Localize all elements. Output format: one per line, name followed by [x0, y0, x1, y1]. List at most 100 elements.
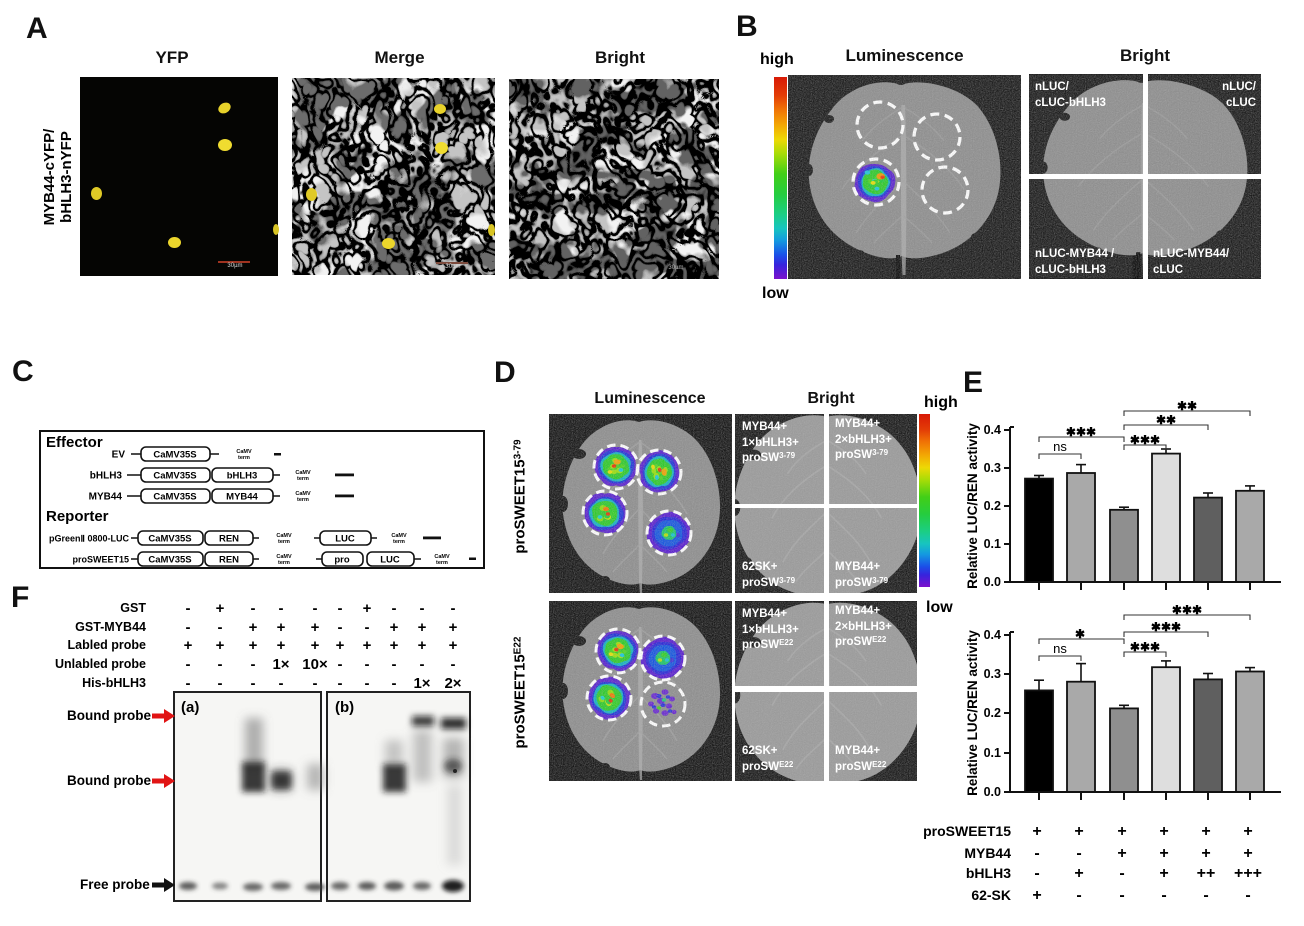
svg-text:0.1: 0.1	[984, 746, 1001, 760]
svg-text:proSWEET15: proSWEET15	[923, 823, 1011, 839]
svg-text:+: +	[1117, 823, 1126, 840]
svg-text:✱✱✱: ✱✱✱	[1066, 425, 1096, 439]
svg-text:+: +	[249, 619, 258, 636]
svg-text:+: +	[363, 637, 372, 654]
svg-text:term: term	[436, 560, 448, 566]
svg-text:62-SK: 62-SK	[971, 887, 1011, 903]
svg-text:-: -	[1034, 865, 1039, 882]
svg-text:Relative LUC/REN activity: Relative LUC/REN activity	[965, 630, 980, 796]
svg-text:+: +	[449, 637, 458, 654]
svg-text:+: +	[1159, 823, 1168, 840]
svg-text:-: -	[392, 656, 397, 673]
svg-text:-: -	[420, 600, 425, 617]
svg-text:MYB44: MYB44	[964, 845, 1011, 861]
svg-text:term: term	[393, 539, 405, 545]
svg-text:+: +	[277, 637, 286, 654]
svg-text:-: -	[1245, 887, 1250, 904]
svg-text:-: -	[218, 656, 223, 673]
svg-text:+: +	[277, 619, 286, 636]
svg-text:+: +	[363, 600, 372, 617]
svg-text:-: -	[1161, 887, 1166, 904]
svg-text:CaMV: CaMV	[295, 491, 311, 497]
svg-text:0.0: 0.0	[984, 575, 1001, 589]
svg-text:0.4: 0.4	[984, 628, 1001, 642]
svg-text:bHLH3: bHLH3	[227, 471, 258, 482]
svg-text:-: -	[1203, 887, 1208, 904]
svg-text:REN: REN	[219, 555, 239, 566]
svg-text:0.3: 0.3	[984, 667, 1001, 681]
svg-text:Unlabled probe: Unlabled probe	[55, 657, 146, 671]
svg-text:EV: EV	[112, 450, 126, 461]
svg-text:term: term	[238, 455, 250, 461]
svg-text:CaMV: CaMV	[276, 533, 292, 539]
svg-text:-: -	[451, 600, 456, 617]
svg-text:CaMV35S: CaMV35S	[153, 471, 196, 482]
svg-text:+: +	[1159, 865, 1168, 882]
svg-text:CaMV: CaMV	[434, 554, 450, 560]
svg-text:+: +	[216, 637, 225, 654]
svg-text:Effector: Effector	[46, 434, 103, 451]
svg-text:-: -	[365, 675, 370, 692]
svg-text:CaMV35S: CaMV35S	[148, 534, 191, 545]
svg-text:ns: ns	[1053, 439, 1067, 454]
svg-text:bHLH3: bHLH3	[966, 865, 1011, 881]
svg-text:+: +	[1032, 887, 1041, 904]
svg-text:ns: ns	[1053, 641, 1067, 656]
svg-text:-: -	[251, 656, 256, 673]
svg-text:-: -	[338, 656, 343, 673]
svg-text:LUC: LUC	[380, 555, 400, 566]
svg-text:✱✱✱: ✱✱✱	[1130, 640, 1160, 654]
svg-text:✱✱✱: ✱✱✱	[1130, 433, 1160, 447]
svg-text:1×: 1×	[413, 675, 430, 692]
svg-text:0.1: 0.1	[984, 537, 1001, 551]
svg-text:+: +	[249, 637, 258, 654]
svg-text:+: +	[336, 637, 345, 654]
svg-text:✱✱: ✱✱	[1177, 399, 1197, 413]
svg-text:-: -	[338, 675, 343, 692]
svg-text:-: -	[451, 656, 456, 673]
svg-text:0.3: 0.3	[984, 461, 1001, 475]
svg-text:+: +	[1201, 845, 1210, 862]
svg-text:CaMV35S: CaMV35S	[153, 492, 196, 503]
svg-text:-: -	[218, 619, 223, 636]
svg-text:-: -	[365, 656, 370, 673]
svg-text:0.0: 0.0	[984, 785, 1001, 799]
svg-text:-: -	[251, 675, 256, 692]
svg-text:+: +	[390, 619, 399, 636]
svg-text:MYB44: MYB44	[226, 492, 258, 503]
svg-text:-: -	[279, 600, 284, 617]
svg-text:-: -	[313, 600, 318, 617]
svg-text:+: +	[1243, 845, 1252, 862]
svg-text:+: +	[418, 637, 427, 654]
svg-text:-: -	[313, 675, 318, 692]
svg-text:+: +	[1159, 845, 1168, 862]
svg-text:+: +	[1201, 823, 1210, 840]
svg-text:His-bHLH3: His-bHLH3	[82, 676, 146, 690]
svg-text:term: term	[297, 497, 309, 503]
svg-text:-: -	[365, 619, 370, 636]
svg-text:Reporter: Reporter	[46, 508, 109, 525]
svg-text:10×: 10×	[302, 656, 328, 673]
svg-text:Labled probe: Labled probe	[68, 638, 147, 652]
svg-text:0.4: 0.4	[984, 423, 1001, 437]
svg-text:term: term	[297, 476, 309, 482]
svg-text:-: -	[279, 675, 284, 692]
svg-text:CaMV35S: CaMV35S	[153, 450, 196, 461]
svg-text:++: ++	[1197, 865, 1216, 882]
svg-text:-: -	[392, 600, 397, 617]
svg-text:-: -	[338, 600, 343, 617]
svg-text:+++: +++	[1234, 865, 1262, 882]
svg-text:-: -	[218, 675, 223, 692]
svg-text:CaMV: CaMV	[391, 533, 407, 539]
svg-text:-: -	[1076, 845, 1081, 862]
svg-text:(b): (b)	[335, 699, 354, 716]
svg-text:pGreenⅡ 0800-LUC: pGreenⅡ 0800-LUC	[49, 534, 129, 544]
svg-text:MYB44: MYB44	[89, 492, 123, 503]
svg-text:1×: 1×	[272, 656, 289, 673]
svg-text:-: -	[186, 600, 191, 617]
svg-text:-: -	[1034, 845, 1039, 862]
svg-text:0.2: 0.2	[984, 499, 1001, 513]
svg-text:term: term	[278, 560, 290, 566]
svg-text:+: +	[311, 619, 320, 636]
svg-text:-: -	[186, 656, 191, 673]
